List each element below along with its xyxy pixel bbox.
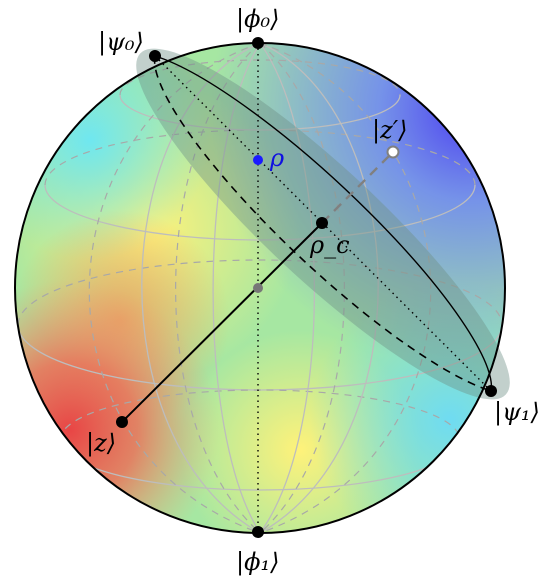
phi0-point bbox=[252, 37, 264, 49]
rho-point bbox=[253, 155, 263, 165]
center-point bbox=[253, 283, 263, 293]
phi1-point bbox=[252, 526, 264, 538]
z-point bbox=[116, 416, 128, 428]
rho-c-label: ρ_c bbox=[309, 231, 350, 259]
latitude-line bbox=[119, 94, 401, 131]
rho-c-point bbox=[316, 217, 328, 229]
longitude-line bbox=[141, 43, 261, 533]
psi1-label: |ψ₁⟩ bbox=[494, 398, 540, 427]
z-prime-point bbox=[386, 145, 400, 159]
disk-back-edge bbox=[154, 55, 493, 392]
latitude-line bbox=[44, 184, 476, 241]
latitude-line bbox=[17, 259, 503, 326]
z-to-rho-c-line bbox=[121, 222, 323, 423]
longitude-line bbox=[259, 43, 345, 533]
z-prime-label: |z′⟩ bbox=[372, 116, 408, 145]
longitude-line bbox=[259, 43, 316, 533]
rho-label: ρ bbox=[269, 144, 284, 172]
longitude-line bbox=[88, 43, 261, 533]
z-label: |z⟩ bbox=[86, 429, 116, 458]
latitude-line bbox=[59, 389, 461, 441]
psi1-point bbox=[485, 385, 497, 397]
longitude-line bbox=[259, 43, 432, 533]
latitude-line bbox=[119, 59, 401, 96]
disk-front-edge bbox=[153, 55, 492, 392]
psi0-label: |ψ₀⟩ bbox=[98, 28, 144, 57]
phi0-label: |ϕ₀⟩ bbox=[236, 5, 279, 34]
longitude-line bbox=[175, 43, 261, 533]
longitude-line bbox=[212, 43, 261, 533]
phi1-label: |ϕ₁⟩ bbox=[236, 548, 279, 577]
psi0-point bbox=[149, 50, 161, 62]
